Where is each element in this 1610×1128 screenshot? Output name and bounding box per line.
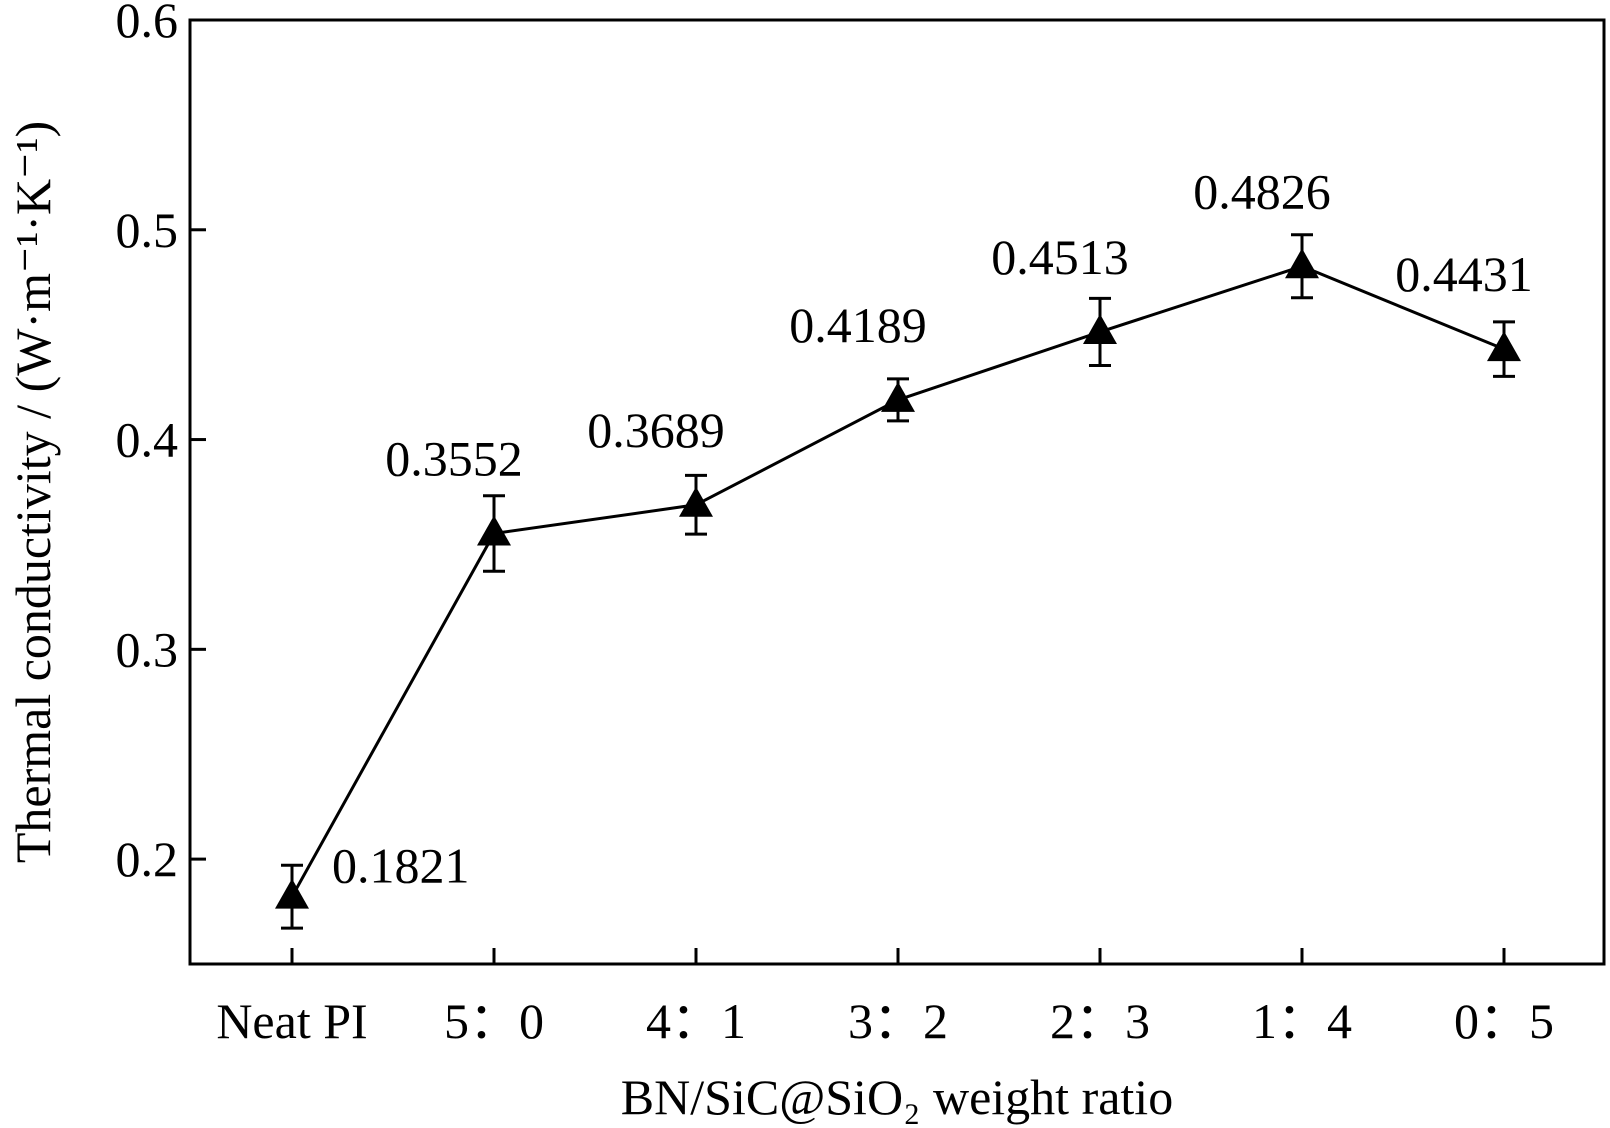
data-label: 0.4513 xyxy=(991,229,1129,285)
x-axis-ticks: Neat PI 5：0 4：1 3：2 2：3 1：4 0：5 xyxy=(216,948,1554,1049)
x-tick-label: 5：0 xyxy=(444,993,544,1049)
data-point xyxy=(881,381,915,412)
y-tick-label: 0.5 xyxy=(116,202,179,258)
data-label: 0.4431 xyxy=(1395,246,1533,302)
x-tick-label: 1：4 xyxy=(1252,993,1352,1049)
x-tick-label: 3：2 xyxy=(848,993,948,1049)
x-axis-label: BN/SiC@SiO₂ weight ratio xyxy=(621,1069,1173,1125)
data-point xyxy=(275,878,309,909)
series-line xyxy=(290,264,1505,898)
x-tick-label: 0：5 xyxy=(1454,993,1554,1049)
data-point xyxy=(1487,331,1521,362)
y-tick-label: 0.6 xyxy=(116,0,179,48)
x-tick-label: 2：3 xyxy=(1050,993,1150,1049)
data-point xyxy=(1285,248,1319,279)
x-tick-label: 4：1 xyxy=(646,993,746,1049)
y-tick-label: 0.4 xyxy=(116,412,179,468)
data-series: 0.1821 0.3552 0.3689 0.4189 0.4513 0.4826 0.44… xyxy=(275,163,1533,930)
data-label: 0.4189 xyxy=(789,297,927,353)
data-point xyxy=(1083,313,1117,344)
x-tick-label: Neat PI xyxy=(216,993,367,1049)
data-label: 0.4826 xyxy=(1193,163,1331,219)
data-label: 0.1821 xyxy=(332,838,470,894)
data-label: 0.3552 xyxy=(385,431,523,487)
data-point xyxy=(679,486,713,517)
plot-frame xyxy=(188,18,1606,966)
y-axis-ticks: 0.2 0.3 0.4 0.5 0.6 xyxy=(116,0,206,887)
y-tick-label: 0.3 xyxy=(116,621,179,677)
data-point xyxy=(477,515,511,546)
y-axis-label: Thermal conductivity / (W·m⁻¹·K⁻¹) xyxy=(5,121,61,863)
y-tick-label: 0.2 xyxy=(116,831,179,887)
data-label: 0.3689 xyxy=(587,402,725,458)
